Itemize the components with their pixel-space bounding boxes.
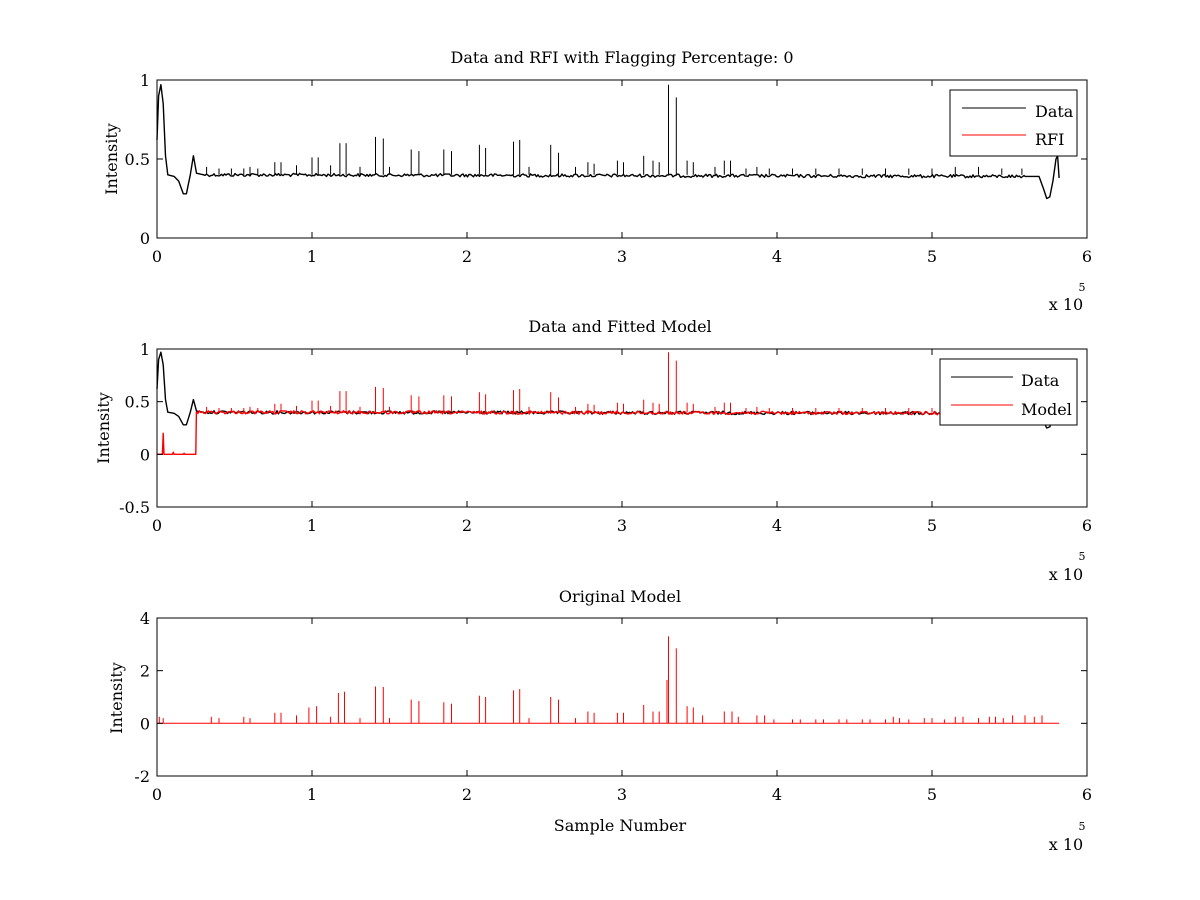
subplot-3-xtick-label-2: 2 — [462, 785, 472, 804]
subplot-2-xtick-label-5: 5 — [927, 516, 937, 535]
subplot-2-xtick-label-0: 0 — [152, 516, 162, 535]
subplot-1-xtick-label-1: 1 — [307, 247, 317, 266]
subplot-1-legend-label-rfi: RFI — [1035, 130, 1064, 149]
subplot-2-ytick-label-0: -0.5 — [119, 498, 150, 517]
subplot-1-data-line — [156, 83, 1060, 200]
subplot-3-xtick-label-3: 3 — [617, 785, 627, 804]
subplot-2-ytick-label-1: 0 — [140, 445, 150, 464]
subplot-3-ytick-label-3: 4 — [140, 609, 150, 628]
subplot-3-ylabel: Intensity — [107, 662, 126, 734]
subplot-3-xtick-label-0: 0 — [152, 785, 162, 804]
subplot-1-legend-label-data: Data — [1035, 102, 1074, 121]
subplot-3-title: Original Model — [559, 587, 681, 606]
subplot-3-x-exponent: 5 — [1079, 820, 1086, 833]
subplot-1-x-exponent: 5 — [1079, 281, 1086, 294]
subplot-2-title: Data and Fitted Model — [528, 317, 711, 336]
subplot-1-title: Data and RFI with Flagging Percentage: 0 — [450, 48, 793, 67]
subplot-1-legend: Data RFI — [949, 89, 1078, 157]
subplot-2-series — [156, 351, 1060, 455]
subplot-2-ticks: 0 1 2 3 4 5 6-0.500.51 — [119, 340, 1092, 535]
subplot-3-xlabel: Sample Number — [554, 816, 687, 835]
subplot-3-ytick-label-2: 2 — [140, 662, 150, 681]
subplot-3-xtick-label-1: 1 — [307, 785, 317, 804]
subplot-3-ytick-label-0: -2 — [134, 767, 150, 786]
subplot-1-ytick-label-2: 1 — [140, 71, 150, 90]
subplot-3-series — [157, 636, 1060, 724]
subplot-1-ytick-label-0: 0 — [140, 229, 150, 248]
subplot-2-model-line — [157, 410, 1060, 455]
subplot-1-legend-box — [949, 89, 1078, 157]
subplot-1-xtick-label-2: 2 — [462, 247, 472, 266]
subplot-2-legend-label-data: Data — [1021, 371, 1060, 390]
subplot-1: 0 1 2 3 4 5 6 0 0.5 1 Data and RFI with Flagging … — [102, 48, 1092, 314]
subplot-2: 0 1 2 3 4 5 6-0.500.51 Data and Fitted Model I… — [94, 317, 1092, 584]
subplot-1-xtick-label-5: 5 — [927, 247, 937, 266]
subplot-3-x-multiplier: x 10 — [1049, 835, 1083, 854]
subplot-1-series — [156, 83, 1060, 200]
subplot-1-x-multiplier: x 10 — [1049, 295, 1083, 314]
subplot-1-ylabel: Intensity — [102, 123, 121, 195]
subplot-2-xtick-label-2: 2 — [462, 516, 472, 535]
subplot-2-xtick-label-6: 6 — [1082, 516, 1092, 535]
subplot-3-xtick-label-4: 4 — [772, 785, 782, 804]
subplot-1-xtick-label-6: 6 — [1082, 247, 1092, 266]
subplot-1-ytick-label-1: 0.5 — [125, 150, 150, 169]
subplot-1-xtick-label-4: 4 — [772, 247, 782, 266]
subplot-2-ylabel: Intensity — [94, 392, 113, 464]
subplot-3-xtick-label-6: 6 — [1082, 785, 1092, 804]
subplot-3-xtick-label-5: 5 — [927, 785, 937, 804]
subplot-3-ytick-label-1: 0 — [140, 714, 150, 733]
subplot-2-xtick-label-4: 4 — [772, 516, 782, 535]
subplot-2-ytick-label-2: 0.5 — [125, 393, 150, 412]
subplot-2-legend-box — [939, 358, 1078, 426]
subplot-2-xtick-label-1: 1 — [307, 516, 317, 535]
subplot-2-ytick-label-3: 1 — [140, 340, 150, 359]
subplot-1-xtick-label-0: 0 — [152, 247, 162, 266]
subplot-1-xtick-label-3: 3 — [617, 247, 627, 266]
subplot-1-ticks: 0 1 2 3 4 5 6 0 0.5 1 — [125, 71, 1093, 266]
subplot-2-legend: Data Model — [939, 358, 1078, 426]
subplot-2-x-multiplier: x 10 — [1049, 565, 1083, 584]
subplot-2-x-exponent: 5 — [1079, 550, 1086, 563]
subplot-2-legend-label-model: Model — [1021, 400, 1072, 419]
subplot-2-xtick-label-3: 3 — [617, 516, 627, 535]
